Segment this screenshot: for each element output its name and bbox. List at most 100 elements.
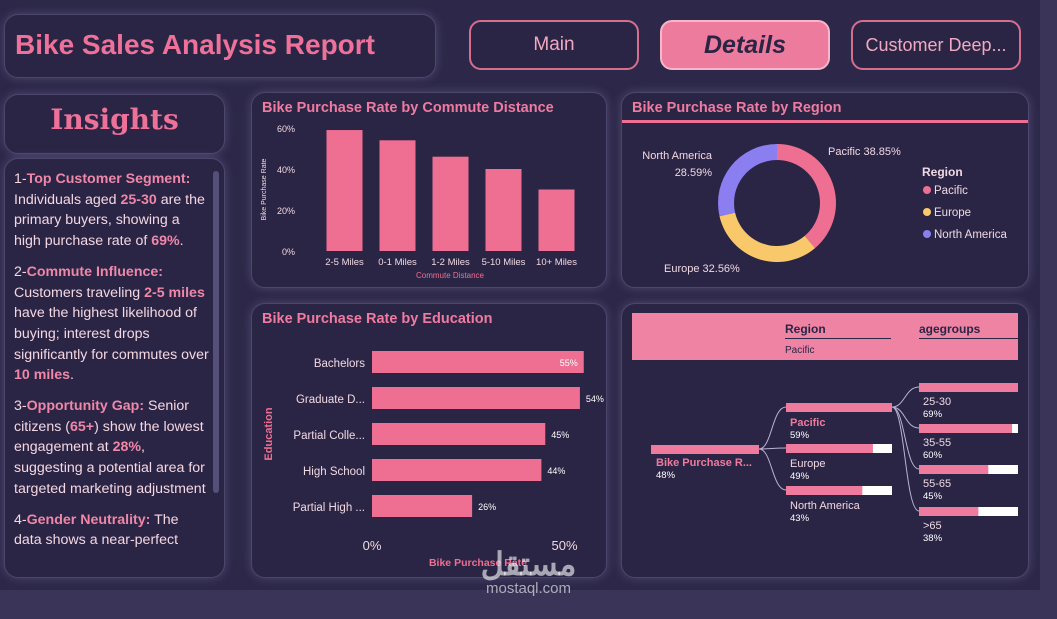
insight-item-2: 2-Commute Influence: Customers traveling… <box>14 263 209 384</box>
education-bar[interactable] <box>372 351 584 373</box>
commute-bar[interactable] <box>379 140 416 251</box>
decomposition-tree-panel: Region Pacific agegroups Bike Purchase R...… <box>621 303 1029 578</box>
legend-item[interactable]: North America <box>934 229 1007 241</box>
decomp-region-label[interactable]: Europe <box>790 458 825 470</box>
region-title-underline <box>622 120 1028 123</box>
region-chart-panel: Bike Purchase Rate by Region Pacific 38.… <box>621 92 1029 288</box>
decomp-connector <box>891 406 920 512</box>
insights-header-panel: Insights <box>4 94 225 154</box>
decomp-bar-fill[interactable] <box>919 507 979 516</box>
insight-item-4: 4-Gender Neutrality: The data shows a ne… <box>14 511 179 549</box>
legend-marker <box>923 186 931 194</box>
x-tick-label: 10+ Miles <box>536 257 577 268</box>
slice-label-pct: 28.59% <box>675 167 713 179</box>
y-axis-title: Bike Purchase Rate <box>261 158 268 220</box>
donut-slice[interactable] <box>718 144 777 217</box>
x-tick-label: 0% <box>363 538 382 553</box>
legend-marker <box>923 208 931 216</box>
y-axis-title: Education <box>263 407 275 460</box>
decomp-age-label[interactable]: >65 <box>923 520 942 532</box>
region-chart-title: Bike Purchase Rate by Region <box>632 100 842 116</box>
decomp-connector <box>758 447 787 450</box>
decomp-connector <box>891 406 920 470</box>
legend-item[interactable]: Pacific <box>934 185 968 197</box>
nav-main-button[interactable]: Main <box>469 20 639 70</box>
decomp-region-label[interactable]: Pacific <box>790 417 825 429</box>
commute-chart-title: Bike Purchase Rate by Commute Distance <box>262 100 554 116</box>
education-bar-chart: Bachelors 55% Graduate D... 54% Partial Coll… <box>263 351 604 569</box>
commute-bar[interactable] <box>432 156 469 251</box>
insights-panel: 1-Top Customer Segment: Individuals aged… <box>4 158 225 578</box>
decomp-connector <box>891 386 920 408</box>
bottom-bar <box>0 590 1040 619</box>
donut-slice[interactable] <box>719 212 816 262</box>
donut-slice[interactable] <box>777 144 836 249</box>
decomp-header-age: agegroups <box>919 322 981 336</box>
x-tick-label: 2-5 Miles <box>325 257 364 268</box>
decomp-root-value: 48% <box>656 470 676 481</box>
decomp-connector <box>758 406 787 450</box>
bar-value-label: 55% <box>560 358 578 368</box>
decomp-bar-fill[interactable] <box>786 486 863 495</box>
decomp-age-label[interactable]: 35-55 <box>923 437 951 449</box>
y-tick-label: 20% <box>277 206 295 216</box>
decomp-age-label[interactable]: 25-30 <box>923 396 951 408</box>
education-chart-title: Bike Purchase Rate by Education <box>262 311 493 327</box>
decomp-root-label: Bike Purchase R... <box>656 457 752 469</box>
y-tick-label: High School <box>303 466 365 478</box>
commute-chart-panel: Bike Purchase Rate by Commute Distance 6… <box>251 92 607 288</box>
slice-label: Europe 32.56% <box>664 263 740 275</box>
decomp-age-label[interactable]: 55-65 <box>923 478 951 490</box>
legend-marker <box>923 230 931 238</box>
education-bar[interactable] <box>372 459 542 481</box>
x-tick-label: 5-10 Miles <box>482 257 526 268</box>
decomp-bar-fill[interactable] <box>919 465 989 474</box>
report-title: Bike Sales Analysis Report <box>15 29 376 60</box>
decomp-region-value: 59% <box>790 430 810 441</box>
decomp-header-region-value: Pacific <box>785 345 814 356</box>
commute-bar-chart: 60% 40% 20% 0% Bike Purchase Rate 2-5 Miles 0-… <box>261 124 577 280</box>
decomp-region-value: 43% <box>790 513 810 524</box>
decomp-region-value: 49% <box>790 471 810 482</box>
education-bar[interactable] <box>372 387 580 409</box>
insights-heading: Insights <box>50 103 179 136</box>
decomp-age-value: 38% <box>923 533 943 544</box>
decomp-region-label[interactable]: North America <box>790 500 861 512</box>
decomp-bar-fill[interactable] <box>786 444 873 453</box>
decomp-bar-fill[interactable] <box>919 383 1018 392</box>
bar-value-label: 26% <box>478 502 496 512</box>
nav-customer-deep-button[interactable]: Customer Deep... <box>851 20 1021 70</box>
x-tick-label: 1-2 Miles <box>431 257 470 268</box>
legend-title: Region <box>922 165 963 179</box>
y-tick-label: Graduate D... <box>296 394 365 406</box>
x-axis-title: Commute Distance <box>416 271 485 280</box>
decomp-age-value: 45% <box>923 491 943 502</box>
commute-bar[interactable] <box>538 189 575 252</box>
decomp-age-value: 69% <box>923 409 943 420</box>
decomp-bar-fill[interactable] <box>651 445 759 454</box>
decomp-bar-fill[interactable] <box>919 424 1013 433</box>
decomposition-tree[interactable]: Region Pacific agegroups Bike Purchase R...… <box>622 304 1028 577</box>
decomp-connector <box>758 448 787 491</box>
education-bar[interactable] <box>372 423 546 445</box>
x-axis-title: Bike Purchase Rate <box>429 557 527 569</box>
legend-item[interactable]: Europe <box>934 207 971 219</box>
insight-item-3: 3-Opportunity Gap: Senior citizens (65+)… <box>14 398 206 497</box>
commute-bar[interactable] <box>485 169 522 251</box>
nav-details-button[interactable]: Details <box>660 20 830 70</box>
insights-list: 1-Top Customer Segment: Individuals aged… <box>14 169 210 561</box>
bar-value-label: 54% <box>586 394 604 404</box>
insights-scrollbar[interactable] <box>213 171 219 493</box>
education-bar[interactable] <box>372 495 473 517</box>
title-panel: Bike Sales Analysis Report <box>4 14 436 78</box>
y-tick-label: Bachelors <box>314 358 365 370</box>
y-tick-label: 0% <box>282 247 295 257</box>
decomp-bar-fill[interactable] <box>786 403 892 412</box>
commute-bar[interactable] <box>326 130 363 251</box>
y-tick-label: Partial High ... <box>293 502 365 514</box>
y-tick-label: 60% <box>277 124 295 134</box>
slice-label: Pacific 38.85% <box>828 146 901 158</box>
decomp-header-divider <box>785 338 891 339</box>
decomp-header <box>632 313 1018 360</box>
x-tick-label: 0-1 Miles <box>378 257 417 268</box>
